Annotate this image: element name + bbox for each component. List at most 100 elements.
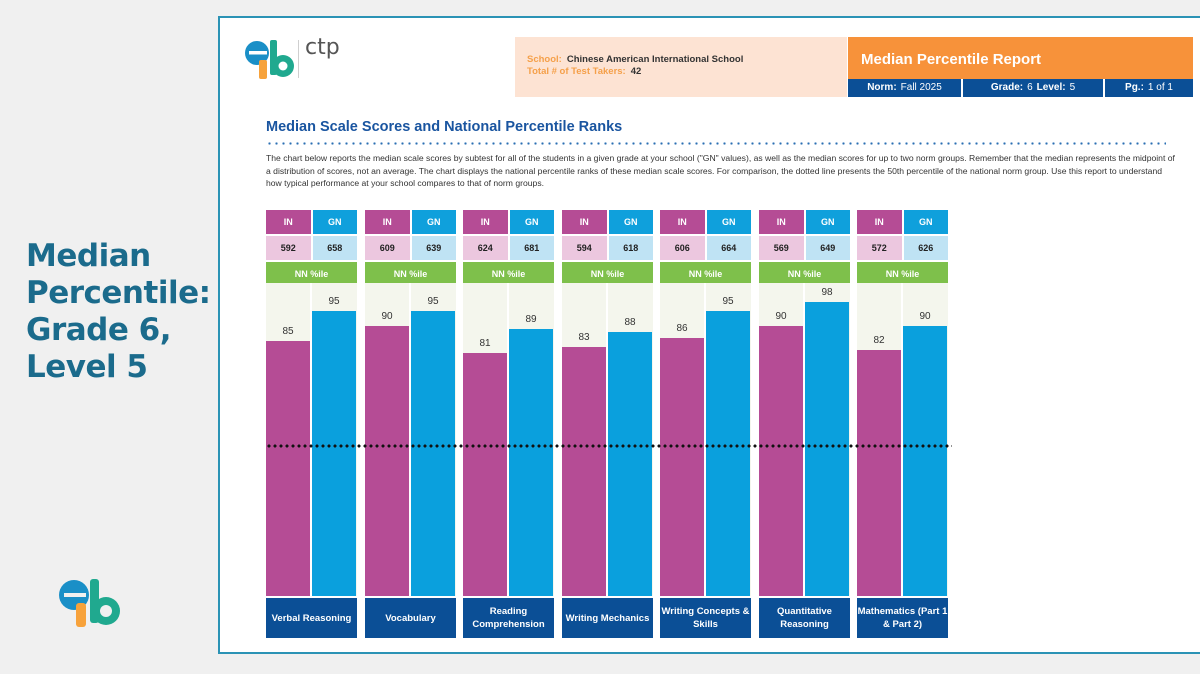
bar-in [365,326,409,596]
takers-label: Total # of Test Takers: [527,66,626,77]
report-title-box: Median Percentile Report [848,37,1193,79]
bar-in [660,338,704,596]
bar-in [857,350,901,596]
nn-percentile-header: NN %ile [759,262,850,286]
scale-score-in: 606 [660,236,705,260]
report-title: Median Percentile Report [861,51,1042,68]
scale-score-row: 594 618 [562,236,653,260]
takers-value: 42 [630,66,642,77]
data-label-gn: 98 [821,287,833,298]
bar-gn [608,332,652,596]
page-value: 1 of 1 [1147,82,1173,93]
subtest-header: IN GN 594 618 NN %ile [562,210,653,286]
data-label-gn: 88 [624,317,636,328]
scale-score-row: 569 649 [759,236,850,260]
series-header-row: IN GN [266,210,357,234]
logo-divider [298,40,299,78]
subtest-header: IN GN 569 649 NN %ile [759,210,850,286]
series-label-in: IN [266,210,311,234]
series-header-row: IN GN [365,210,456,234]
data-label-gn: 95 [427,296,439,307]
nn-percentile-header: NN %ile [463,262,554,286]
slide-title: Median Percentile: Grade 6, Level 5 [26,238,226,386]
plot-divider [310,283,312,596]
data-label-gn: 95 [722,296,734,307]
bar-gn [312,311,356,596]
takers-line: Total # of Test Takers: 42 [527,66,641,77]
category-label: Mathematics (Part 1 & Part 2) [857,596,948,638]
slide-title-line: Level 5 [26,349,148,385]
series-label-in: IN [365,210,410,234]
scale-score-gn: 626 [903,236,948,260]
data-label-gn: 95 [328,296,340,307]
series-header-row: IN GN [857,210,948,234]
data-label-in: 85 [282,326,294,337]
data-label-in: 82 [873,335,885,346]
scale-score-in: 594 [562,236,607,260]
scale-score-in: 572 [857,236,902,260]
school-line: School: Chinese American International Sc… [527,54,743,65]
data-label-gn: 90 [919,311,931,322]
school-info-box: School: Chinese American International Sc… [515,37,847,97]
series-header-row: IN GN [463,210,554,234]
scale-score-row: 572 626 [857,236,948,260]
slide-title-line: Grade 6, [26,312,172,348]
scale-score-gn: 639 [411,236,456,260]
bar-gn [706,311,750,596]
bar-gn [805,302,849,596]
category-label: Reading Comprehension [463,596,554,638]
data-label-in: 90 [775,311,787,322]
bar-gn [509,329,553,596]
series-label-in: IN [562,210,607,234]
scale-score-gn: 681 [509,236,554,260]
norm-cell: Norm: Fall 2025 [848,79,963,97]
plot-divider [704,283,706,596]
scale-score-in: 592 [266,236,311,260]
nn-percentile-header: NN %ile [562,262,653,286]
product-name: ctp [305,35,340,60]
series-label-gn: GN [805,210,850,234]
page-cell: Pg.: 1 of 1 [1105,79,1193,97]
series-label-gn: GN [312,210,357,234]
data-label-in: 83 [578,332,590,343]
slide-title-line: Median [26,238,151,274]
category-label: Writing Mechanics [562,596,653,638]
section-description: The chart below reports the median scale… [266,153,1175,188]
scale-score-in: 569 [759,236,804,260]
school-label: School: [527,54,562,65]
section-title: Median Scale Scores and National Percent… [266,119,623,135]
subtest-header: IN GN 624 681 NN %ile [463,210,554,286]
level-label: Level: [1036,82,1066,93]
grade-level-cell: Grade: 6 Level: 5 [963,79,1105,97]
scale-score-row: 624 681 [463,236,554,260]
school-value: Chinese American International School [566,54,744,65]
series-label-gn: GN [706,210,751,234]
plot-divider [901,283,903,596]
erb-logo-icon [59,579,120,627]
nn-percentile-header: NN %ile [266,262,357,286]
subtest-header: IN GN 606 664 NN %ile [660,210,751,286]
nn-percentile-header: NN %ile [857,262,948,286]
bar-in [562,347,606,596]
category-label: Verbal Reasoning [266,596,357,638]
erb-logo-icon [245,40,294,79]
nn-percentile-header: NN %ile [660,262,751,286]
series-label-in: IN [759,210,804,234]
bar-in [266,341,310,596]
scale-score-in: 609 [365,236,410,260]
series-label-gn: GN [608,210,653,234]
plot-divider [409,283,411,596]
series-label-gn: GN [411,210,456,234]
slide-title-line: Percentile: [26,275,211,311]
series-label-in: IN [660,210,705,234]
category-label: Quantitative Reasoning [759,596,850,638]
scale-score-in: 624 [463,236,508,260]
scale-score-gn: 658 [312,236,357,260]
scale-score-row: 609 639 [365,236,456,260]
series-header-row: IN GN [660,210,751,234]
subtest-header: IN GN 572 626 NN %ile [857,210,948,286]
series-header-row: IN GN [562,210,653,234]
plot-divider [803,283,805,596]
subtest-header: IN GN 592 658 NN %ile [266,210,357,286]
bar-gn [903,326,947,596]
